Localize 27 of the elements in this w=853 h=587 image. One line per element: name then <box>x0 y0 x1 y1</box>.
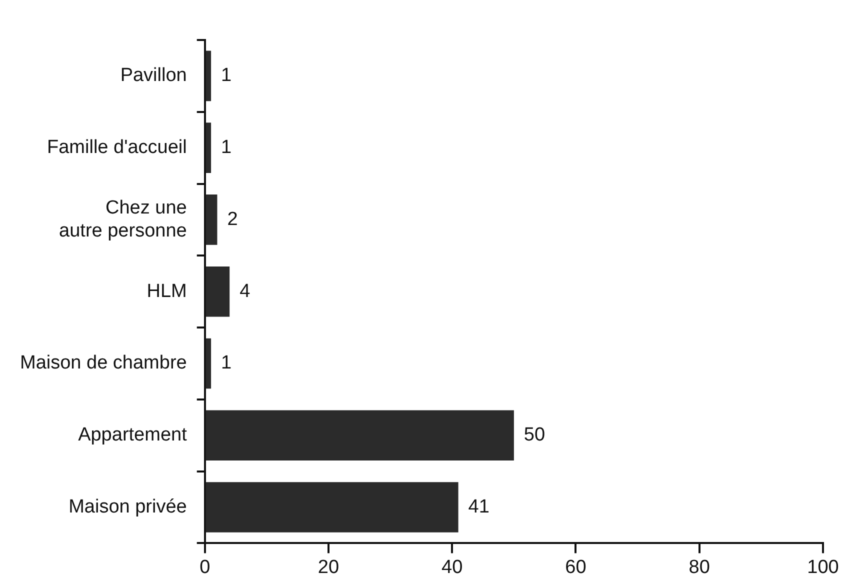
bar <box>206 482 458 532</box>
x-tick-label: 20 <box>318 556 340 578</box>
y-tick-label: Appartement <box>78 424 188 446</box>
x-tick-label: 100 <box>807 556 839 578</box>
y-tick-label: HLM <box>146 280 187 302</box>
y-tick-label: Maison privée <box>68 496 187 518</box>
x-tick-label: 60 <box>565 556 586 578</box>
data-label: 1 <box>221 137 232 158</box>
data-label: 41 <box>468 496 490 518</box>
bar <box>206 410 514 461</box>
y-tick-label: Maison de chambre <box>20 352 187 374</box>
data-label: 50 <box>524 424 546 446</box>
x-tick-label: 80 <box>688 556 710 578</box>
bar <box>206 50 212 102</box>
y-tick-label: Chez une autre personne <box>59 198 187 242</box>
bar <box>206 338 212 389</box>
y-tick-label: Famille d'accueil <box>47 137 187 158</box>
data-label: 2 <box>227 208 238 230</box>
data-label: 1 <box>221 352 232 374</box>
bar <box>206 122 212 173</box>
data-label: 4 <box>240 280 251 302</box>
y-tick-label: Pavillon <box>120 65 187 86</box>
bar <box>206 266 230 317</box>
data-label: 1 <box>221 65 232 86</box>
x-tick-label: 0 <box>200 556 210 578</box>
x-tick-label: 40 <box>442 556 463 578</box>
bar <box>206 194 218 245</box>
